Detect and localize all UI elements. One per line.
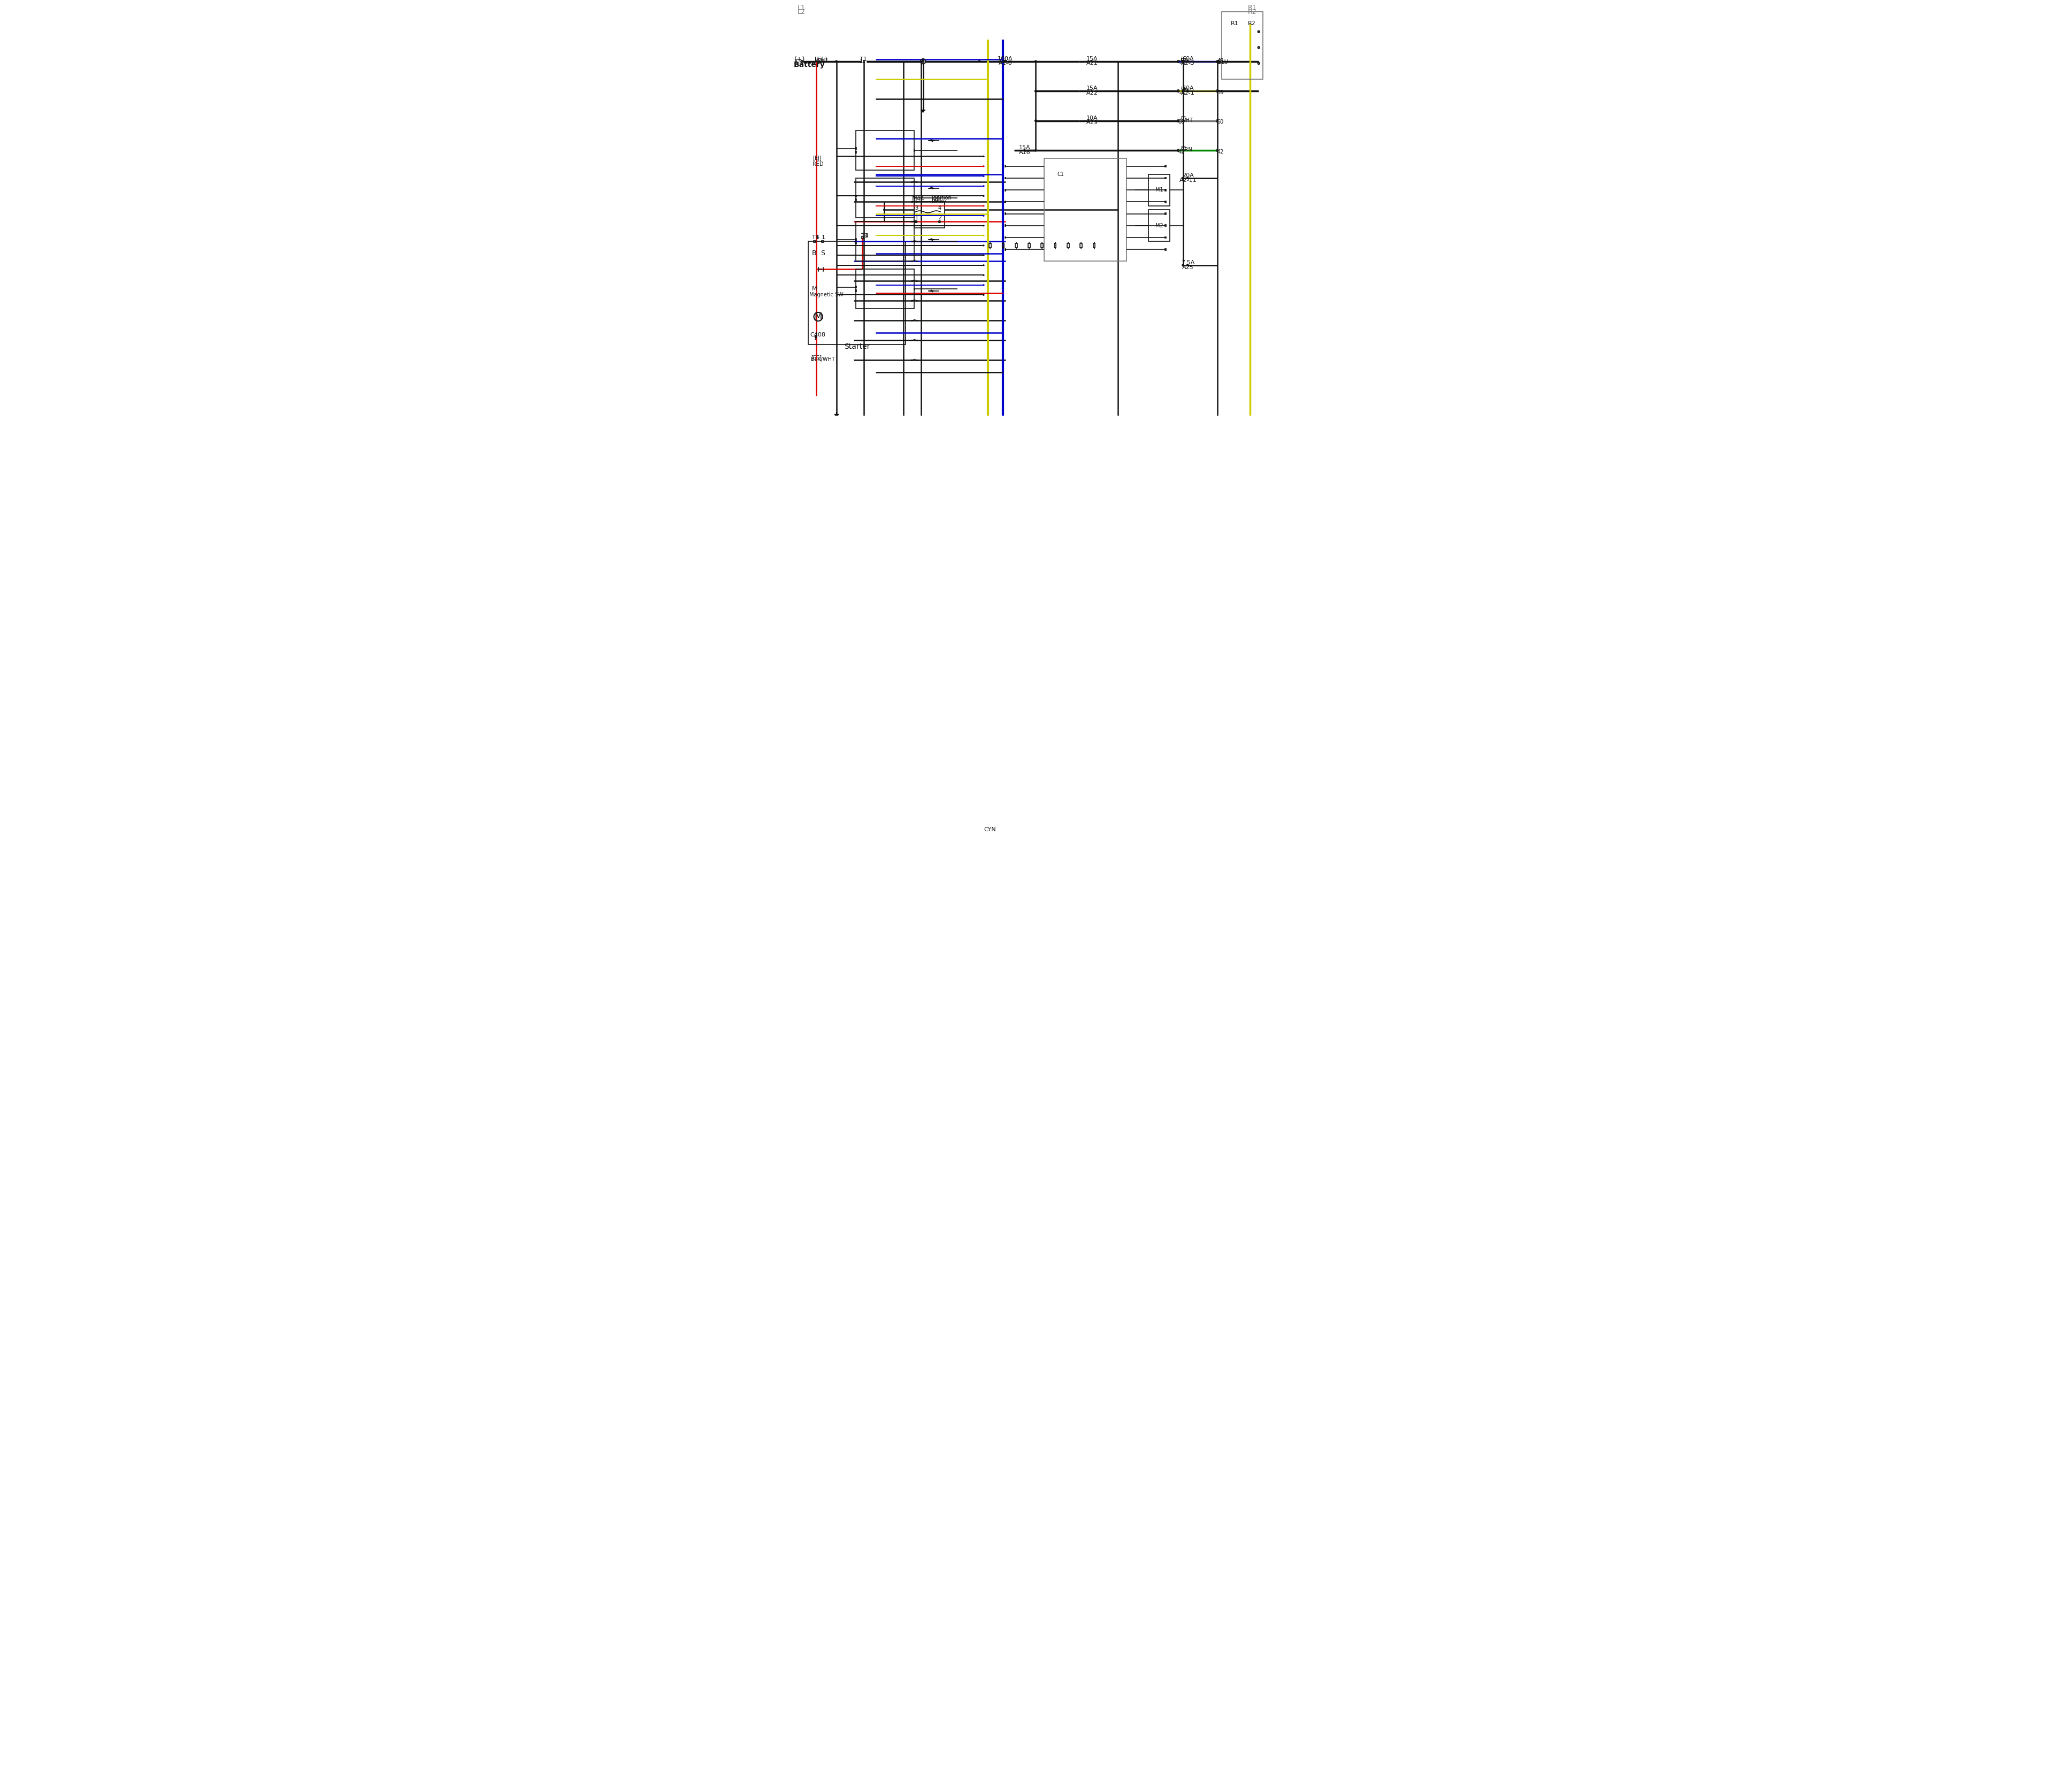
Text: 15A: 15A [1087,86,1097,91]
Text: 100A: 100A [998,56,1013,61]
Text: 15A: 15A [1087,56,1097,61]
Text: A22: A22 [1087,90,1097,95]
Text: S: S [822,249,826,256]
Bar [976,799,1011,831]
Text: YEL: YEL [1181,88,1189,93]
Text: [E: [E [1181,145,1185,151]
Text: A25: A25 [1181,265,1193,271]
Text: [E: [E [1181,116,1185,122]
Text: R2: R2 [1249,22,1255,27]
Text: R2: R2 [1247,9,1257,16]
Text: [E: [E [1181,57,1185,61]
Bar [857,131,914,170]
Bar [1154,969,1200,1068]
Text: WHT: WHT [815,57,828,63]
Text: 4: 4 [939,204,941,210]
Bar [1056,969,1101,1068]
Text: [EJ]: [EJ] [811,156,822,161]
Text: Coil: Coil [933,197,941,202]
Text: R1: R1 [1247,4,1257,11]
Text: 1: 1 [795,59,799,66]
Bar [809,242,906,344]
Text: A2-1: A2-1 [1181,90,1195,95]
Text: Relay: Relay [933,199,947,204]
Bar [1105,969,1150,1068]
Text: [E: [E [1181,86,1185,91]
Text: 60: 60 [1179,120,1185,125]
Text: 59: 59 [1179,90,1185,95]
Text: (+): (+) [795,56,805,63]
Text: M44: M44 [912,195,924,201]
Text: 42: 42 [1179,149,1185,154]
Bar [1148,210,1171,242]
Text: Battery: Battery [793,61,826,68]
Text: 1: 1 [813,335,817,340]
Text: 1: 1 [914,215,918,220]
Text: C408: C408 [809,332,826,337]
Bar [1204,969,1251,1068]
Text: 59: 59 [1179,61,1185,66]
Text: L2: L2 [797,9,805,16]
Text: BLK/WHT: BLK/WHT [811,357,836,362]
Bar [914,202,945,228]
Text: 2: 2 [939,215,941,220]
Text: 1: 1 [859,59,863,65]
Text: 7.5A: 7.5A [1181,260,1195,265]
Text: [E: [E [1218,57,1224,63]
Bar [1222,13,1263,79]
Text: CYN: CYN [984,826,996,831]
Text: 42: 42 [1216,149,1224,154]
Bar [857,222,914,262]
Text: 59: 59 [1216,90,1224,95]
Bar [1043,158,1126,262]
Text: Magnetic SW: Magnetic SW [809,292,844,297]
Text: A2-3: A2-3 [1181,61,1195,66]
Text: M: M [813,312,822,321]
Text: 15A: 15A [1019,145,1031,151]
Text: C1: C1 [1058,172,1064,177]
Text: WHT: WHT [1181,118,1193,124]
Text: 50A: 50A [1183,86,1193,91]
Bar [857,269,914,308]
Text: M2: M2 [1154,222,1163,228]
Text: A2-11: A2-11 [1179,177,1197,183]
Text: M1: M1 [1154,188,1163,192]
Text: A16: A16 [1019,151,1031,156]
Text: L1: L1 [797,4,805,11]
Text: [E1]: [E1] [815,56,828,61]
Text: 59: 59 [1216,61,1224,66]
Text: 3: 3 [914,204,918,210]
Text: 1: 1 [815,235,820,240]
Text: M: M [811,287,817,292]
Text: T4: T4 [861,233,869,238]
Text: A1-6: A1-6 [998,61,1013,66]
Text: Ignition: Ignition [933,195,951,201]
Text: T4: T4 [811,235,820,240]
Text: BLU: BLU [1181,57,1191,63]
Bar [857,177,914,219]
Bar [1148,174,1171,206]
Text: GRN: GRN [1181,147,1193,152]
Text: 20A: 20A [1181,172,1193,177]
Text: 60: 60 [1216,120,1224,125]
Text: Starter: Starter [844,342,871,351]
Text: T1: T1 [859,57,867,63]
Text: BLU: BLU [1218,59,1228,65]
Text: 1: 1 [822,235,826,240]
Text: 1: 1 [865,233,869,238]
Text: RED: RED [811,161,824,167]
Text: R1: R1 [1230,22,1239,27]
Text: 10A: 10A [1087,115,1097,120]
Text: A29: A29 [1087,120,1097,125]
Text: 60A: 60A [1183,56,1193,61]
Text: B: B [811,249,817,256]
Text: A21: A21 [1087,61,1097,66]
Text: [EE]: [EE] [811,355,822,360]
